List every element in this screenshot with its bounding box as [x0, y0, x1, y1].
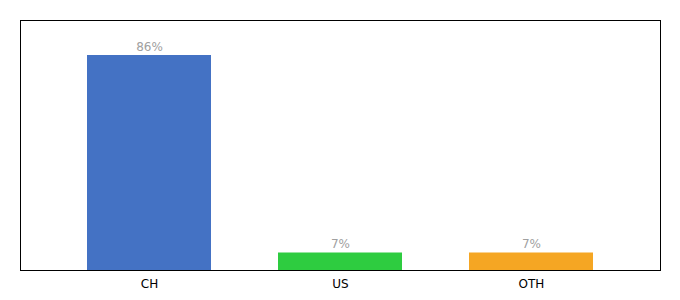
svg-text:86%: 86% — [136, 40, 163, 54]
svg-text:7%: 7% — [331, 237, 350, 251]
svg-text:CH: CH — [141, 277, 158, 291]
svg-text:US: US — [332, 277, 348, 291]
svg-text:7%: 7% — [522, 237, 541, 251]
svg-text:OTH: OTH — [519, 277, 545, 291]
